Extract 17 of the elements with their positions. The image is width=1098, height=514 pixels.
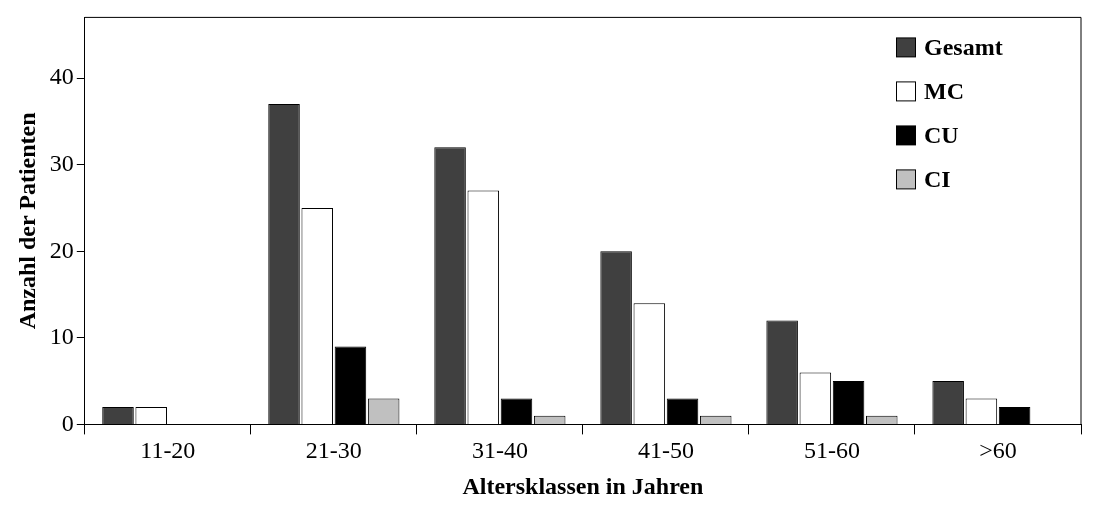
y-tick-label: 40 [49,63,74,90]
y-tick-label: 0 [61,409,74,436]
legend-label: Gesamt [924,33,1003,60]
y-tick-label: 20 [49,236,74,263]
x-tick-label: 21-30 [305,437,362,464]
x-axis-title: Altersklassen in Jahren [462,472,704,499]
x-tick-label: 11-20 [140,437,196,464]
x-tick-label: 31-40 [471,437,528,464]
x-tick-label: 41-50 [637,437,694,464]
x-tick-label: >60 [979,437,1017,464]
legend-label: MC [924,77,964,104]
y-tick-label: 10 [49,323,74,350]
y-tick-label: 30 [49,149,74,176]
y-axis-title: Anzahl der Patienten [13,112,40,330]
legend-label: CI [924,165,951,192]
x-tick-label: 51-60 [803,437,860,464]
legend-label: CU [924,121,959,148]
